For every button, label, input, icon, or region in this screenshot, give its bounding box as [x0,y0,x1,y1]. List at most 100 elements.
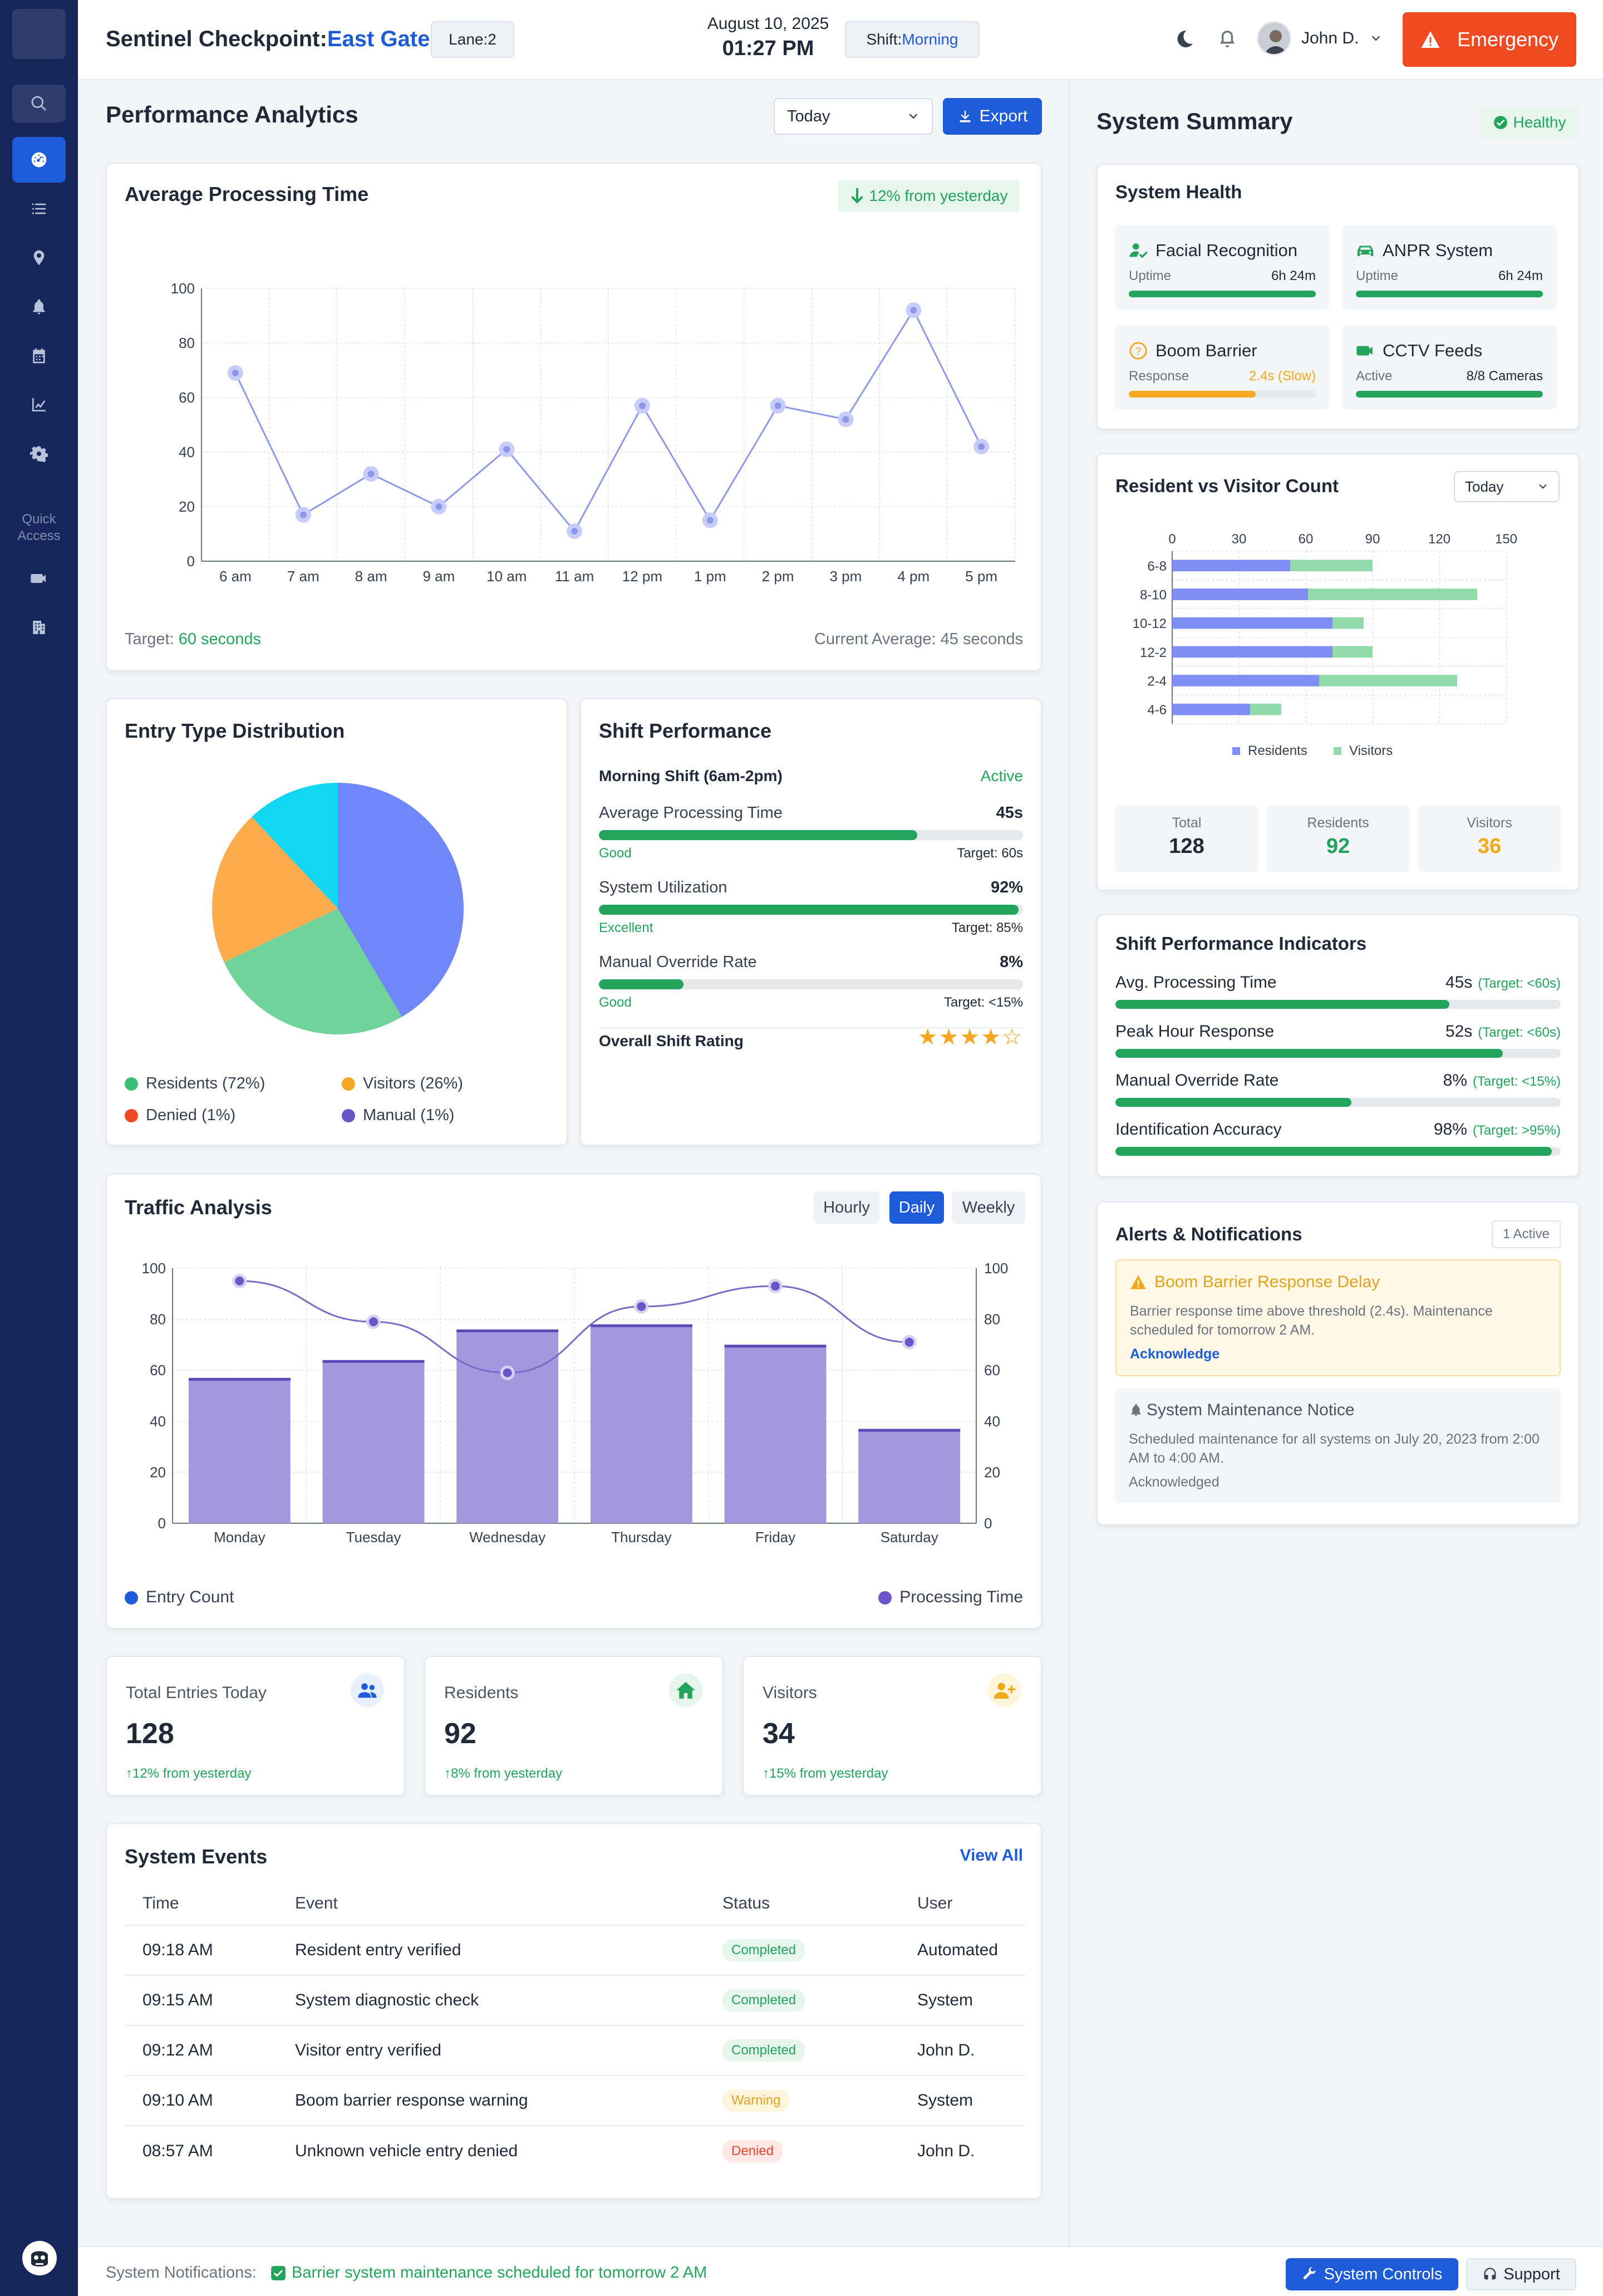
resident-bar [1172,617,1332,629]
user-check-icon [1129,243,1148,258]
health-tile[interactable]: ANPR System Uptime 6h 24m [1343,225,1556,310]
resident-visitor-card: Resident vs Visitor Count Today 0 30 60 90 1… [1096,453,1580,891]
traffic-analysis-card: Traffic Analysis Hourly Daily Weekly 0 0 2… [106,1174,1042,1629]
processing-time-line [239,1280,909,1374]
alert-count-badge: 1 Active [1491,1220,1561,1248]
target-info: Target: 60 seconds [125,630,262,648]
indicator-value: 52s [1445,1022,1473,1041]
lane-chip[interactable]: Lane: 2 [431,21,514,58]
sidebar-item-analytics[interactable] [12,382,66,428]
bar-cap [456,1329,559,1332]
metric-label: Average Processing Time [599,804,783,822]
users-icon [351,1674,384,1707]
y-tick-label: 0 [187,553,195,570]
shift-performance-card: Shift Performance Morning Shift (6am-2pm… [580,698,1042,1146]
visitor-bar [1308,588,1477,600]
y-tick-label-left: 20 [150,1464,166,1480]
pie-slice [212,817,338,963]
bar [322,1360,425,1523]
event-description: System diagnostic check [295,1975,722,2025]
current-average-info: Current Average: 45 seconds [814,630,1023,648]
data-point [503,1368,512,1377]
table-row[interactable]: 08:57 AM Unknown vehicle entry denied Deni… [125,2125,1025,2176]
bar-cap [590,1324,692,1327]
x-tick-label: 7 am [287,568,319,585]
sidebar-item-gate[interactable] [12,605,66,650]
entry-distribution-card: Entry Type Distribution Residents (72%) V… [106,698,568,1146]
user-menu[interactable]: John D. [1257,21,1382,56]
stat-change: ↑8% from yesterday [444,1766,563,1781]
data-point [232,369,239,376]
event-description: Unknown vehicle entry denied [295,2125,722,2176]
sidebar-item-list[interactable] [12,186,66,232]
assistant-avatar[interactable] [22,2241,57,2275]
shift-chip[interactable]: Shift: Morning [845,21,980,58]
chevron-down-icon [909,114,918,119]
export-button[interactable]: Export [943,98,1042,135]
table-row[interactable]: 09:10 AM Boom barrier response warning War… [125,2075,1025,2126]
health-tile[interactable]: ? Boom Barrier Response 2.4s (Slow) [1115,325,1329,410]
x-tick-label: Friday [755,1529,795,1546]
notifications-button[interactable] [1216,28,1238,50]
indicator-label: Identification Accuracy [1115,1120,1282,1139]
event-user: Automated [917,1925,1025,1975]
y-tick-label: 20 [179,498,195,515]
table-row[interactable]: 09:18 AM Resident entry verified Completed… [125,1925,1025,1975]
event-time: 08:57 AM [125,2125,295,2176]
support-button[interactable]: Support [1466,2258,1576,2290]
legend-swatch [1232,747,1240,755]
rvv-range-select[interactable]: Today [1454,471,1560,502]
x-tick-label: Thursday [611,1529,671,1546]
sidebar-item-calendar[interactable] [12,333,66,379]
dark-mode-toggle[interactable] [1173,28,1196,50]
tile-key: Active [1356,369,1393,384]
y-tick-label: 4-6 [1147,703,1167,718]
sidebar-item-cameras[interactable] [12,556,66,601]
sidebar-item-settings[interactable] [12,431,66,477]
table-row[interactable]: 09:12 AM Visitor entry verified Completed J… [125,2025,1025,2076]
page-title: Performance Analytics [106,101,358,127]
check-box-icon [271,2265,286,2280]
event-time: 09:10 AM [125,2075,295,2126]
sidebar-item-dashboard[interactable] [12,137,66,183]
tile-progress [1356,391,1543,398]
tile-value: 6h 24m [1271,268,1316,283]
table-row[interactable]: 09:15 AM System diagnostic check Completed… [125,1975,1025,2025]
tab-weekly[interactable]: Weekly [952,1191,1025,1224]
acknowledge-link[interactable]: Acknowledge [1130,1346,1220,1362]
pie-slice [338,783,464,1017]
acknowledged-label: Acknowledged [1129,1474,1220,1490]
status-badge: Completed [722,1989,805,2012]
tab-daily[interactable]: Daily [889,1191,944,1224]
view-all-link[interactable]: View All [960,1846,1023,1865]
sidebar-item-locations[interactable] [12,235,66,281]
tile-value: 8/8 Cameras [1466,369,1543,384]
current-time: 01:27 PM [722,37,814,60]
x-tick-label: 5 pm [965,568,997,585]
x-tick-label: Monday [214,1529,265,1546]
indicator-label: Avg. Processing Time [1115,973,1277,992]
footer-bar: System Notifications: Barrier system mai… [78,2246,1603,2296]
y-tick-label: 12-2 [1140,645,1167,660]
summary-title: System Summary [1096,108,1293,134]
y-tick-label-left: 40 [150,1413,166,1430]
app-logo[interactable] [12,9,66,59]
data-point [235,1276,244,1286]
range-select[interactable]: Today [774,98,933,135]
system-health-card: System Health Facial Recognition Uptime 6h… [1096,164,1580,430]
event-description: Resident entry verified [295,1925,722,1975]
emergency-button[interactable]: Emergency [1403,12,1576,67]
sidebar-item-alerts[interactable] [12,284,66,330]
health-tile[interactable]: CCTV Feeds Active 8/8 Cameras [1343,325,1556,410]
status-badge: Warning [722,2089,790,2112]
card-title: Shift Performance Indicators [1115,933,1367,954]
tab-hourly[interactable]: Hourly [814,1191,879,1224]
health-tile[interactable]: Facial Recognition Uptime 6h 24m [1115,225,1329,310]
shift-name: Morning Shift (6am-2pm) [599,767,783,784]
sidebar-search-button[interactable] [12,85,66,122]
tile-key: Uptime [1356,268,1399,283]
bell-icon [1131,1404,1141,1416]
card-title: System Health [1115,181,1242,202]
x-tick-label: Saturday [881,1529,938,1546]
system-controls-button[interactable]: System Controls [1286,2258,1458,2290]
